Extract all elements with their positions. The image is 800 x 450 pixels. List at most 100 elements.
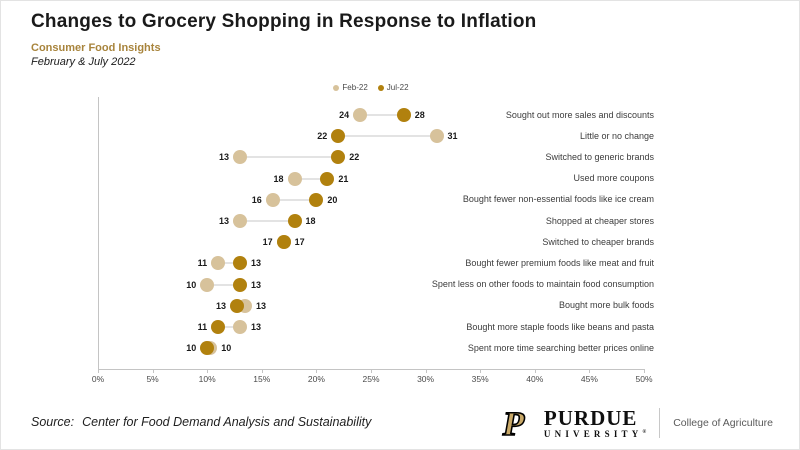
value-label: 10 xyxy=(221,343,232,354)
x-tick xyxy=(207,369,209,373)
dumbbell-connector xyxy=(239,156,339,159)
logo-divider xyxy=(659,408,661,438)
registered-mark: ® xyxy=(642,429,647,435)
y-axis-line xyxy=(98,97,99,369)
category-label: Bought more bulk foods xyxy=(558,300,654,311)
value-label: 13 xyxy=(250,322,261,332)
page-title: Changes to Grocery Shopping in Response … xyxy=(31,11,537,32)
dumbbell-connector xyxy=(360,114,404,116)
x-tick-label: 0% xyxy=(91,374,105,384)
value-label: 28 xyxy=(414,110,425,120)
x-tick-label: 40% xyxy=(526,374,544,384)
category-label: Spent less on other foods to maintain fo… xyxy=(431,279,654,290)
source-text: Center for Food Demand Analysis and Sust… xyxy=(82,415,372,429)
dot-jul-22 xyxy=(200,341,215,356)
value-label: 10 xyxy=(186,343,197,354)
category-label: Shopped at cheaper stores xyxy=(545,215,654,226)
dot-feb-22 xyxy=(353,108,368,122)
x-tick-label: 5% xyxy=(146,374,159,384)
purdue-wordmark: PURDUE UNIVERSITY® xyxy=(543,405,647,439)
x-tick xyxy=(316,369,318,373)
category-label: Bought more staple foods like beans and … xyxy=(466,321,654,332)
value-label: 22 xyxy=(317,131,328,142)
value-label: 24 xyxy=(339,110,350,120)
value-label: 13 xyxy=(250,258,261,269)
category-label: Used more coupons xyxy=(573,173,654,184)
category-label: Little or no change xyxy=(579,130,654,141)
chart-period: February & July 2022 xyxy=(31,56,136,68)
x-tick xyxy=(152,369,154,373)
x-tick xyxy=(589,369,591,373)
dumbbell-connector xyxy=(218,326,240,328)
category-label: Spent more time searching better prices … xyxy=(467,342,654,353)
value-label: 20 xyxy=(327,194,338,205)
dumbbell-connector xyxy=(294,177,328,180)
x-tick-label: 20% xyxy=(307,374,325,384)
value-label: 13 xyxy=(215,300,226,311)
x-tick-label: 50% xyxy=(635,374,653,384)
wordmark-secondary: UNIVERSITY® xyxy=(543,428,647,439)
value-label: 31 xyxy=(447,131,458,142)
dot-jul-22 xyxy=(320,171,335,186)
dot-jul-22 xyxy=(211,320,226,334)
value-label: 11 xyxy=(197,258,208,269)
dot-jul-22 xyxy=(309,192,324,207)
legend-label: Jul-22 xyxy=(386,83,409,92)
legend-item-feb-22: Feb-22 xyxy=(333,83,368,92)
value-label: 17 xyxy=(262,237,273,248)
x-tick xyxy=(98,369,99,373)
dot-feb-22 xyxy=(287,171,302,186)
category-label: Switched to cheaper brands xyxy=(542,236,654,247)
value-label: 13 xyxy=(218,216,229,226)
x-tick-label: 35% xyxy=(471,374,489,384)
chart-subtitle: Consumer Food Insights xyxy=(31,42,161,54)
value-label: 18 xyxy=(305,216,316,226)
value-label: 13 xyxy=(250,279,261,290)
category-label: Bought fewer premium foods like meat and… xyxy=(465,257,654,268)
value-label: 17 xyxy=(294,237,305,248)
value-label: 18 xyxy=(273,173,284,184)
dot-feb-22 xyxy=(211,256,226,271)
source-label: Source: xyxy=(31,415,75,429)
value-label: 11 xyxy=(197,322,208,332)
dot-feb-22 xyxy=(232,320,247,334)
value-label: 10 xyxy=(186,279,197,290)
dumbbell-connector xyxy=(218,262,240,265)
legend-label: Feb-22 xyxy=(342,83,368,92)
college-label: College of Agriculture xyxy=(673,417,773,429)
dumbbell-connector xyxy=(272,198,317,201)
category-label: Sought out more sales and discounts xyxy=(505,109,654,120)
x-tick-label: 25% xyxy=(362,374,380,384)
dot-feb-22 xyxy=(232,150,247,165)
x-tick xyxy=(534,369,536,373)
category-label: Switched to generic brands xyxy=(545,151,654,162)
x-tick-label: 30% xyxy=(417,374,435,384)
dot-feb-22 xyxy=(200,277,215,292)
x-tick xyxy=(480,369,482,373)
dot-jul-22 xyxy=(229,298,244,313)
x-tick xyxy=(261,369,263,373)
x-tick xyxy=(425,369,427,373)
dumbbell-connector xyxy=(338,135,437,138)
x-tick-label: 10% xyxy=(198,374,216,384)
dot-jul-22 xyxy=(331,129,346,144)
purdue-logo: P PURDUE UNIVERSITY® College of Agricult… xyxy=(497,403,773,443)
svg-text:P: P xyxy=(500,406,527,440)
dumbbell-connector xyxy=(239,220,295,222)
value-label: 16 xyxy=(251,194,262,205)
x-tick-label: 45% xyxy=(580,374,598,384)
purdue-p-icon: P xyxy=(500,406,529,440)
x-tick-label: 15% xyxy=(253,374,271,384)
dot-jul-22 xyxy=(331,150,346,165)
dot-feb-22 xyxy=(265,192,280,207)
category-label: Bought fewer non-essential foods like ic… xyxy=(462,194,654,205)
wordmark-primary: PURDUE xyxy=(543,405,638,430)
value-label: 13 xyxy=(255,300,266,311)
dot-jul-22 xyxy=(276,235,291,250)
dot-feb-22 xyxy=(429,129,444,144)
value-label: 21 xyxy=(338,173,349,184)
x-tick xyxy=(644,369,645,373)
value-label: 22 xyxy=(349,152,360,163)
source-attribution: Source: Center for Food Demand Analysis a… xyxy=(31,415,371,429)
